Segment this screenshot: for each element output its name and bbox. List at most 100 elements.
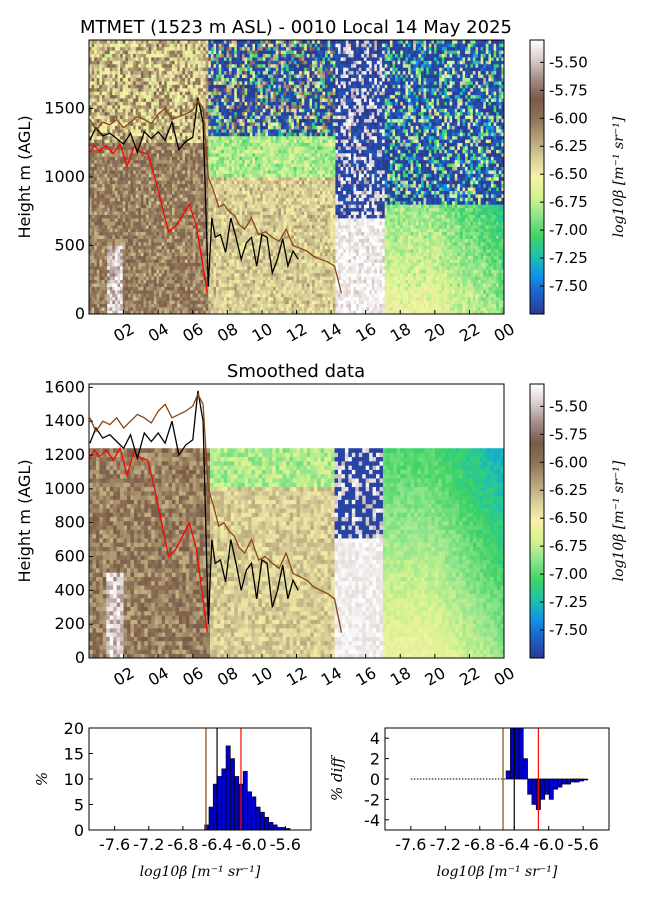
heatmap-cell	[151, 91, 155, 96]
heatmap-cell	[174, 272, 178, 277]
heatmap-cell	[138, 53, 142, 58]
heatmap-cell	[229, 159, 232, 164]
heatmap-cell	[182, 231, 186, 236]
heatmap-cell	[151, 146, 155, 150]
heatmap-cell	[231, 235, 235, 239]
heatmap-cell	[187, 248, 191, 253]
heatmap-cell	[140, 221, 144, 226]
heatmap-cell	[223, 276, 227, 281]
heatmap-cell	[153, 183, 157, 188]
heatmap-cell	[107, 187, 111, 191]
heatmap-cell	[117, 94, 121, 99]
heatmap-cell	[231, 149, 235, 154]
heatmap-cell	[138, 170, 142, 174]
heatmap-cell	[151, 207, 155, 212]
heatmap-cell	[166, 118, 170, 123]
heatmap-cell	[236, 259, 240, 263]
heatmap-cell	[125, 194, 129, 198]
heatmap-cell	[143, 207, 147, 212]
heatmap-cell	[130, 245, 134, 250]
heatmap-cell	[161, 129, 165, 133]
heatmap-cell	[223, 303, 227, 308]
heatmap-cell	[125, 156, 129, 161]
heatmap-cell	[125, 204, 129, 209]
heatmap-cell	[249, 248, 253, 253]
heatmap-cell	[122, 211, 126, 215]
heatmap-cell	[208, 74, 212, 78]
heatmap-cell	[120, 108, 124, 113]
heatmap-cell	[130, 153, 134, 157]
heatmap-cell	[91, 98, 95, 102]
heatmap-cell	[177, 159, 181, 164]
heatmap-cell	[127, 53, 131, 58]
heatmap-cell	[133, 252, 136, 257]
heatmap-cell	[133, 132, 136, 137]
heatmap-cell	[236, 231, 240, 236]
heatmap-cell	[208, 214, 212, 219]
heatmap-cell	[203, 50, 207, 54]
heatmap-cell	[226, 156, 230, 161]
heatmap-cell	[161, 194, 165, 198]
heatmap-cell	[146, 307, 149, 311]
heatmap-cell	[109, 139, 113, 144]
heatmap-cell	[91, 46, 95, 51]
heatmap-cell	[187, 101, 191, 106]
heatmap-cell	[164, 74, 168, 78]
heatmap-cell	[200, 170, 204, 174]
heatmap-cell	[192, 272, 196, 277]
heatmap-cell	[249, 242, 253, 246]
heatmap-cell	[169, 105, 173, 109]
heatmap-cell	[117, 70, 121, 75]
heatmap-cell	[190, 132, 194, 137]
heatmap-cell	[179, 259, 183, 263]
heatmap-cell	[96, 221, 100, 226]
heatmap-cell	[239, 163, 243, 168]
heatmap-cell	[156, 242, 160, 246]
heatmap-cell	[174, 259, 178, 263]
heatmap-cell	[156, 177, 160, 181]
heatmap-cell	[156, 290, 160, 294]
heatmap-cell	[182, 238, 186, 243]
heatmap-cell	[216, 303, 219, 308]
heatmap-cell	[218, 286, 222, 291]
heatmap-cell	[221, 183, 225, 188]
heatmap-cell	[89, 218, 92, 222]
heatmap-cell	[135, 74, 139, 78]
heatmap-cell	[156, 218, 160, 222]
heatmap-cell	[89, 173, 92, 178]
heatmap-cell	[159, 214, 162, 219]
heatmap-cell	[221, 170, 225, 174]
heatmap-cell	[125, 177, 129, 181]
heatmap-cell	[140, 53, 144, 58]
heatmap-cell	[91, 129, 95, 133]
heatmap-cell	[200, 231, 204, 236]
heatmap-cell	[169, 166, 173, 171]
heatmap-cell	[164, 248, 168, 253]
heatmap-cell	[244, 279, 248, 284]
heatmap-cell	[135, 173, 139, 178]
heatmap-cell	[242, 194, 245, 198]
heatmap-cell	[96, 303, 100, 308]
heatmap-cell	[96, 180, 100, 185]
heatmap-cell	[247, 105, 251, 109]
heatmap-cell	[195, 173, 199, 178]
heatmap-cell	[135, 142, 139, 147]
heatmap-cell	[184, 108, 188, 113]
heatmap-cell	[125, 310, 129, 314]
heatmap-cell	[169, 111, 173, 116]
heatmap-cell	[226, 252, 230, 257]
heatmap-cell	[210, 231, 214, 236]
heatmap-cell	[125, 221, 129, 226]
heatmap-cell	[166, 159, 170, 164]
heatmap-cell	[172, 118, 175, 123]
heatmap-cell	[244, 91, 248, 96]
heatmap-cell	[203, 190, 207, 195]
heatmap-cell	[221, 153, 225, 157]
heatmap-cell	[122, 67, 126, 72]
heatmap-cell	[231, 279, 235, 284]
heatmap-cell	[117, 173, 121, 178]
heatmap-cell	[242, 63, 245, 68]
heatmap-cell	[218, 300, 222, 305]
heatmap-cell	[177, 53, 181, 58]
heatmap-cell	[96, 279, 100, 284]
